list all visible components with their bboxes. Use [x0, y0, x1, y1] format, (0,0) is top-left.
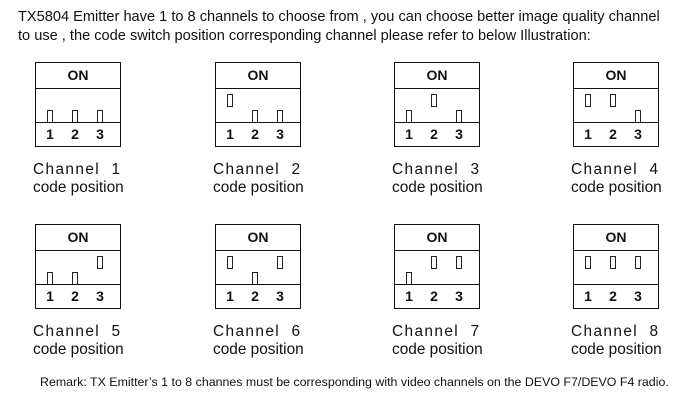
switch-number-2: 2 [251, 288, 259, 304]
dip-switch-box: ON 1 2 3 [394, 224, 480, 309]
switch-number-2: 2 [609, 288, 617, 304]
switch-number-row: 1 2 3 [216, 122, 300, 146]
code-position-label: code position [213, 179, 304, 196]
switch-number-2: 2 [71, 288, 79, 304]
switch-number-2: 2 [430, 288, 438, 304]
switch-number-1: 1 [226, 288, 234, 304]
dip-switch-box: ON 1 2 3 [215, 62, 301, 147]
intro-text: TX5804 Emitter have 1 to 8 channels to c… [18, 8, 688, 46]
switch-number-row: 1 2 3 [574, 122, 658, 146]
dip-switch-box: ON 1 2 3 [573, 224, 659, 309]
switch-number-row: 1 2 3 [216, 284, 300, 308]
channel-label: Channel 5 [33, 323, 122, 340]
switch-number-2: 2 [430, 126, 438, 142]
on-label: ON [395, 225, 479, 251]
channel-label: Channel 3 [392, 161, 481, 178]
switch-1-on [227, 94, 233, 107]
switch-number-3: 3 [455, 288, 463, 304]
switch-1-on [227, 256, 233, 269]
channel-label: Channel 6 [213, 323, 302, 340]
code-position-label: code position [392, 179, 483, 196]
on-label: ON [36, 225, 120, 251]
channel-label: Channel 2 [213, 161, 302, 178]
on-label: ON [574, 225, 658, 251]
channel-label: Channel 4 [571, 161, 660, 178]
on-label: ON [574, 63, 658, 89]
switch-2-on [431, 94, 437, 107]
switch-number-row: 1 2 3 [395, 122, 479, 146]
on-label: ON [216, 225, 300, 251]
switch-3-on [277, 256, 283, 269]
switch-3-on [456, 256, 462, 269]
switch-number-2: 2 [609, 126, 617, 142]
switch-number-1: 1 [405, 288, 413, 304]
switch-number-3: 3 [96, 126, 104, 142]
code-position-label: code position [571, 341, 662, 358]
switch-number-1: 1 [584, 126, 592, 142]
switch-1-on [585, 94, 591, 107]
switch-2-on [610, 256, 616, 269]
switch-number-row: 1 2 3 [395, 284, 479, 308]
channel-label: Channel 8 [571, 323, 660, 340]
channel-caption: Channel 7 code position [392, 323, 512, 359]
code-position-label: code position [571, 179, 662, 196]
switch-number-2: 2 [251, 126, 259, 142]
switch-3-on [635, 256, 641, 269]
channel-caption: Channel 3 code position [392, 161, 512, 197]
on-label: ON [216, 63, 300, 89]
on-label: ON [395, 63, 479, 89]
intro-line-1: TX5804 Emitter have 1 to 8 channels to c… [18, 9, 660, 25]
channel-label: Channel 7 [392, 323, 481, 340]
switch-number-3: 3 [634, 126, 642, 142]
intro-line-2: to use , the code switch position corres… [18, 28, 591, 44]
channel-caption: Channel 5 code position [33, 323, 153, 359]
remark-text: Remark: TX Emitter’s 1 to 8 channes must… [40, 375, 669, 389]
channel-caption: Channel 2 code position [213, 161, 333, 197]
switch-number-1: 1 [46, 126, 54, 142]
switch-number-1: 1 [46, 288, 54, 304]
switch-number-3: 3 [455, 126, 463, 142]
channel-caption: Channel 8 code position [571, 323, 691, 359]
switch-number-3: 3 [276, 126, 284, 142]
switch-number-3: 3 [96, 288, 104, 304]
code-position-label: code position [392, 341, 483, 358]
switch-2-on [431, 256, 437, 269]
switch-number-1: 1 [584, 288, 592, 304]
dip-switch-box: ON 1 2 3 [35, 224, 121, 309]
switch-number-row: 1 2 3 [36, 122, 120, 146]
channel-caption: Channel 4 code position [571, 161, 691, 197]
dip-switch-box: ON 1 2 3 [394, 62, 480, 147]
switch-1-on [585, 256, 591, 269]
switch-number-2: 2 [71, 126, 79, 142]
code-position-label: code position [33, 341, 124, 358]
switch-number-row: 1 2 3 [36, 284, 120, 308]
switch-2-on [610, 94, 616, 107]
channel-label: Channel 1 [33, 161, 122, 178]
on-label: ON [36, 63, 120, 89]
switch-number-1: 1 [226, 126, 234, 142]
dip-switch-box: ON 1 2 3 [573, 62, 659, 147]
switch-3-on [97, 256, 103, 269]
switch-number-3: 3 [276, 288, 284, 304]
switch-number-3: 3 [634, 288, 642, 304]
switch-number-row: 1 2 3 [574, 284, 658, 308]
code-position-label: code position [213, 341, 304, 358]
channel-caption: Channel 6 code position [213, 323, 333, 359]
dip-switch-box: ON 1 2 3 [35, 62, 121, 147]
channel-caption: Channel 1 code position [33, 161, 153, 197]
dip-switch-box: ON 1 2 3 [215, 224, 301, 309]
switch-number-1: 1 [405, 126, 413, 142]
code-position-label: code position [33, 179, 124, 196]
